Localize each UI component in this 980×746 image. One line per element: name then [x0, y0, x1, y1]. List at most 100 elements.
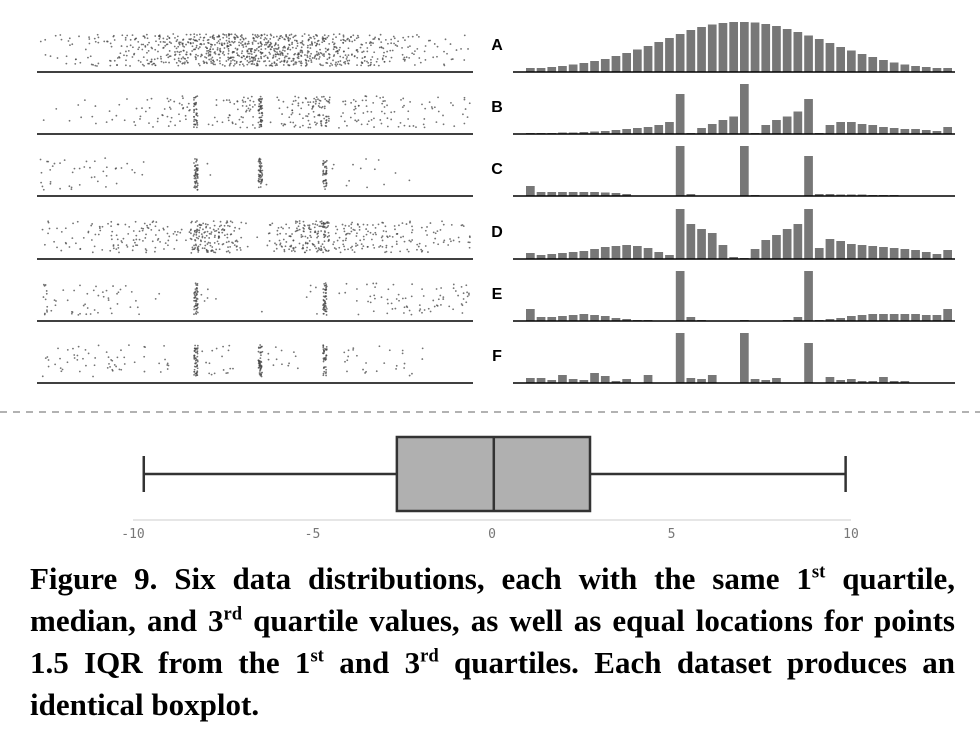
histogram-bar [547, 67, 557, 72]
strip-dot [200, 43, 203, 46]
strip-dot [301, 101, 304, 104]
strip-dot [353, 55, 356, 58]
strip-dot [195, 172, 198, 175]
strip-dot [207, 241, 210, 244]
strip-dot [347, 54, 350, 57]
strip-dot [249, 50, 252, 52]
strip-dot [129, 38, 132, 41]
strip-dot [239, 38, 242, 41]
strip-dot [351, 245, 353, 248]
strip-dot [468, 102, 471, 105]
strip-dot [115, 182, 118, 185]
strip-dot [191, 246, 194, 249]
strip-dot [193, 96, 195, 99]
strip-dot [306, 56, 309, 58]
strip-dot [437, 96, 439, 99]
histogram-bar [889, 248, 899, 259]
strip-dot [297, 55, 300, 58]
strip-dot [342, 38, 345, 41]
strip-dot [193, 36, 196, 38]
strip-dot [154, 64, 157, 67]
strip-dot [302, 226, 305, 229]
strip-dot [325, 368, 328, 371]
strip-dot [93, 245, 96, 248]
strip-dot [116, 223, 119, 226]
strip-dot [344, 40, 347, 42]
strip-dot [372, 244, 375, 246]
strip-dot [147, 62, 149, 65]
strip-dot [289, 37, 292, 40]
histogram-bar [879, 377, 888, 383]
strip-dot [225, 250, 228, 253]
histogram-bar [921, 130, 931, 134]
strip-dot [78, 370, 81, 373]
strip-dot [123, 54, 125, 57]
strip-dot [326, 226, 329, 229]
strip-dot [305, 249, 308, 252]
strip-dot [196, 177, 199, 179]
strip-dot [287, 47, 289, 50]
strip-dot [282, 238, 285, 241]
strip-dot [225, 241, 228, 244]
histogram-bar [590, 373, 599, 383]
strip-dot [285, 33, 288, 36]
strip-dot [384, 251, 386, 254]
strip-dot [309, 55, 312, 57]
strip-dot [318, 43, 321, 46]
strip-dot [248, 110, 251, 112]
strip-dot [238, 227, 241, 230]
strip-dot [300, 49, 303, 52]
strip-dot [407, 118, 410, 120]
strip-dot [416, 243, 419, 246]
strip-dot [328, 57, 331, 59]
histogram-bar [622, 194, 631, 196]
strip-dot [343, 245, 345, 248]
histogram-bar [825, 194, 835, 196]
strip-dot [325, 182, 328, 185]
strip-dot [366, 50, 369, 53]
strip-dot [407, 46, 409, 49]
strip-dot [185, 51, 188, 54]
strip-dot [303, 251, 306, 254]
strip-dot [227, 250, 230, 252]
strip-dot [371, 56, 374, 58]
strip-dot [102, 295, 105, 298]
strip-dot [265, 38, 268, 40]
strip-dot [241, 63, 244, 66]
histogram-bar [847, 316, 856, 321]
strip-dot [307, 113, 310, 115]
strip-dot [236, 52, 238, 55]
strip-dot [326, 49, 329, 51]
strip-dot [319, 51, 322, 54]
strip-dot [408, 309, 411, 312]
strip-dot [193, 180, 196, 183]
strip-dot [281, 54, 284, 57]
histogram-bar [772, 26, 781, 72]
strip-dot [429, 310, 432, 313]
strip-dot [59, 187, 61, 190]
histogram-bar [857, 54, 867, 72]
strip-dot [227, 116, 230, 119]
strip-dot [282, 64, 285, 66]
strip-dot [146, 51, 148, 54]
strip-dot [420, 226, 423, 229]
strip-dot [468, 293, 470, 296]
strip-dot [47, 359, 50, 361]
strip-dot [327, 34, 330, 37]
strip-dot [347, 355, 350, 358]
histogram-bar [921, 252, 931, 259]
strip-dot [290, 244, 293, 247]
strip-dot [317, 105, 320, 107]
strip-dot [290, 60, 293, 63]
strip-dot [355, 299, 358, 302]
strip-dot [234, 38, 236, 41]
strip-dot [245, 222, 247, 225]
strip-dot [258, 108, 261, 111]
strip-dot [166, 225, 169, 228]
strip-dot [159, 55, 162, 58]
strip-dot [259, 95, 262, 98]
x-tick-label: 10 [843, 527, 859, 542]
strip-dot [42, 296, 45, 298]
strip-dot [315, 123, 317, 126]
histogram-bar [686, 30, 696, 72]
